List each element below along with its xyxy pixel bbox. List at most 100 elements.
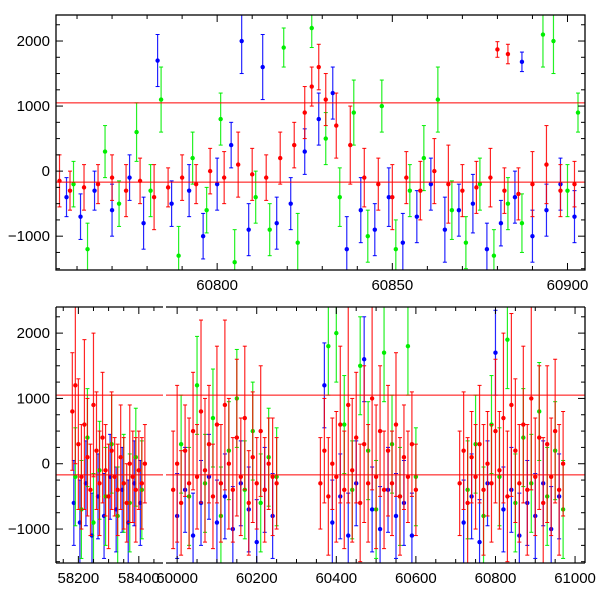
- green-series-marker: [148, 188, 153, 193]
- bottom-plot-area-2: [166, 307, 585, 563]
- red-series-point: [210, 443, 216, 550]
- red-series-point: [81, 164, 87, 211]
- red-series-marker: [266, 461, 271, 466]
- red-series-marker: [121, 481, 126, 486]
- green-series-marker: [116, 201, 122, 206]
- blue-series-marker: [330, 520, 335, 525]
- red-series-point: [194, 424, 200, 530]
- red-series-marker: [505, 51, 511, 57]
- red-series-point: [460, 164, 465, 218]
- red-series-point: [446, 144, 451, 224]
- green-series-marker: [342, 422, 347, 427]
- blue-series-marker: [372, 227, 378, 232]
- red-series-point: [404, 151, 409, 205]
- red-series-point: [88, 443, 93, 537]
- blue-series-marker: [302, 149, 307, 154]
- red-series-marker: [170, 487, 176, 493]
- red-series-point: [103, 424, 108, 517]
- red-series-marker: [230, 487, 236, 493]
- green-series-point: [116, 180, 122, 227]
- red-series-marker: [318, 481, 323, 486]
- red-series-point: [121, 437, 126, 530]
- red-series-marker: [242, 415, 247, 421]
- red-series-marker: [342, 487, 347, 493]
- red-series-point: [465, 437, 470, 563]
- red-series-point: [179, 154, 185, 201]
- red-series-point: [348, 105, 353, 185]
- red-series-point: [409, 391, 415, 497]
- green-series-point: [393, 219, 399, 270]
- blue-series-marker: [369, 507, 375, 512]
- blue-series-marker: [186, 188, 192, 193]
- red-series-point: [376, 157, 381, 211]
- green-series-marker: [334, 330, 339, 336]
- red-series-marker: [76, 441, 81, 447]
- blue-series-point: [330, 66, 335, 120]
- red-series-marker: [123, 188, 129, 193]
- red-series-marker: [118, 455, 123, 460]
- red-series-marker: [109, 448, 114, 453]
- green-series-marker: [421, 155, 427, 161]
- blue-series-point: [358, 177, 363, 244]
- red-series-point: [106, 443, 111, 550]
- red-series-point: [397, 437, 403, 556]
- green-series-marker: [323, 136, 328, 141]
- red-series-point: [254, 437, 259, 530]
- red-series-marker: [139, 481, 145, 486]
- red-series-marker: [405, 474, 411, 479]
- blue-series-marker: [127, 175, 132, 180]
- red-series-point: [242, 345, 247, 491]
- red-series-point: [362, 147, 367, 208]
- red-series-marker: [222, 402, 228, 408]
- red-series-point: [505, 43, 511, 65]
- red-series-point: [193, 164, 199, 205]
- blue-series-point: [519, 51, 525, 73]
- red-series-marker: [234, 435, 240, 440]
- green-series-marker: [258, 500, 263, 506]
- red-series-point: [469, 410, 474, 504]
- red-series-marker: [70, 409, 75, 414]
- red-series-marker: [136, 468, 142, 473]
- red-series-marker: [513, 448, 518, 453]
- blue-series-marker: [512, 194, 518, 200]
- red-series-marker: [207, 168, 213, 174]
- red-series-point: [174, 384, 180, 543]
- red-series-marker: [81, 185, 87, 190]
- green-series-marker: [405, 343, 411, 349]
- red-series-marker: [369, 396, 375, 401]
- red-series-point: [334, 92, 339, 159]
- red-series-point: [346, 307, 351, 504]
- green-series-marker: [267, 227, 272, 232]
- green-series-point: [365, 209, 370, 263]
- bottom-xtick-label: 60800: [475, 570, 517, 587]
- red-series-marker: [278, 155, 283, 161]
- blue-series-marker: [470, 201, 476, 206]
- blue-series-marker: [361, 357, 367, 362]
- red-series-point: [278, 131, 283, 185]
- red-series-point: [432, 138, 437, 205]
- red-series-point: [112, 437, 117, 517]
- red-series-point: [190, 371, 196, 491]
- green-series-marker: [565, 188, 570, 193]
- red-series-point: [525, 424, 530, 556]
- red-series-marker: [193, 181, 199, 187]
- bottom-xtick-label: 60200: [236, 570, 278, 587]
- top-ytick-label: −1000: [8, 228, 50, 245]
- red-series-marker: [350, 468, 355, 473]
- red-series-point: [318, 437, 323, 530]
- blue-series-point: [346, 492, 351, 563]
- blue-series-marker: [155, 58, 160, 63]
- blue-series-point: [484, 222, 490, 270]
- red-series-point: [57, 154, 62, 208]
- green-series-marker: [295, 240, 300, 245]
- blue-series-point: [64, 177, 69, 218]
- red-series-marker: [365, 481, 371, 486]
- red-series-point: [544, 125, 549, 205]
- red-series-marker: [95, 181, 101, 187]
- red-series-marker: [481, 487, 486, 493]
- green-series-point: [194, 335, 200, 435]
- blue-series-point: [442, 196, 448, 263]
- red-series-point: [389, 430, 395, 537]
- blue-series-marker: [330, 90, 335, 96]
- red-series-point: [390, 164, 395, 231]
